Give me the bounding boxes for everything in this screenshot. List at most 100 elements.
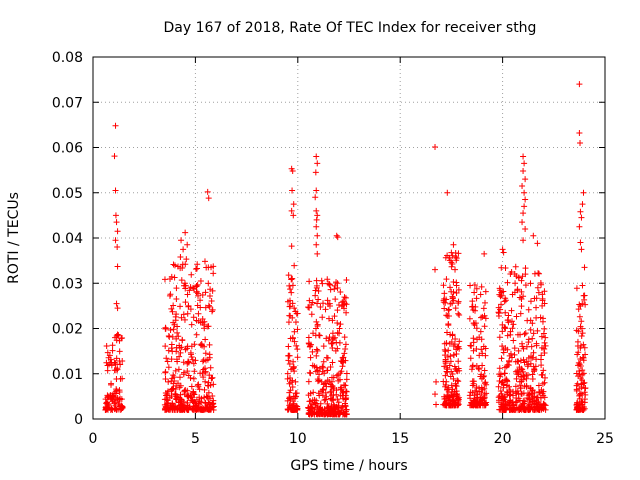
data-point [313,207,320,214]
data-point [577,323,584,330]
y-tick-label: 0.06 [52,141,83,157]
data-point [479,350,486,357]
data-point [447,353,454,360]
data-point [502,297,509,304]
data-point [107,356,114,363]
data-point [207,286,214,293]
data-point [511,345,518,352]
data-point [308,301,315,308]
data-point [502,345,509,352]
data-point [581,405,588,412]
data-point [290,212,297,219]
y-axis-label: ROTI / TECUs [6,192,22,284]
data-point [199,358,206,365]
data-point [313,187,320,194]
data-point [519,182,526,189]
data-point [573,327,580,334]
data-point [312,169,319,176]
data-point [517,331,524,338]
data-point [163,355,170,362]
data-point [313,352,320,359]
data-point [441,305,448,312]
y-tick-label: 0.01 [52,367,83,383]
data-point [573,382,580,389]
data-point [173,382,180,389]
data-point [294,346,301,353]
data-point [170,302,177,309]
data-point [319,314,326,321]
data-point [191,391,198,398]
data-point [535,289,542,296]
data-point [110,393,117,400]
data-point [542,402,549,409]
data-point [294,354,301,361]
data-point [521,160,528,167]
data-point [441,363,448,370]
data-point [528,354,535,361]
data-point [336,376,343,383]
data-point [477,314,484,321]
data-point [199,291,206,298]
data-point [326,334,333,341]
data-point [169,375,176,382]
data-point [290,400,297,407]
data-point [306,343,313,350]
data-point [112,122,119,129]
data-point [530,330,537,337]
data-point [515,274,522,281]
data-point [520,210,527,217]
data-point [206,351,213,358]
data-point [284,375,291,382]
data-point [537,279,544,286]
data-point [448,382,455,389]
data-point [115,332,122,339]
data-point [536,388,543,395]
data-point [499,343,506,350]
data-point [204,382,211,389]
data-point [540,367,547,374]
data-point [444,329,451,336]
data-point [288,276,295,283]
data-point [576,313,583,320]
data-point [534,240,541,247]
data-point [526,391,533,398]
data-point [467,355,474,362]
data-point [501,324,508,331]
data-point [102,406,109,413]
data-point [432,391,439,398]
data-point [505,362,512,369]
data-point [168,356,175,363]
data-point [108,381,115,388]
data-point [210,397,217,404]
data-point [162,368,169,375]
data-point [166,333,173,340]
data-point [541,339,548,346]
data-point [333,372,340,379]
data-point [446,362,453,369]
data-point [165,332,172,339]
data-point [208,264,215,271]
data-point [178,237,185,244]
data-point [209,400,216,407]
data-point [579,330,586,337]
data-point [103,359,110,366]
x-tick-label: 15 [391,431,409,447]
data-point [529,371,536,378]
data-point [533,304,540,311]
data-point [312,194,319,201]
data-point [456,345,463,352]
data-point [309,362,316,369]
data-point [450,343,457,350]
data-point [467,389,474,396]
x-tick-label: 10 [289,431,307,447]
data-point [205,195,212,202]
data-point [286,360,293,367]
data-point [477,328,484,335]
data-point [117,361,124,368]
x-tick-label: 25 [596,431,614,447]
data-point [445,306,452,313]
data-point [162,403,169,410]
data-point [315,296,322,303]
data-point [111,400,118,407]
data-point [467,282,474,289]
